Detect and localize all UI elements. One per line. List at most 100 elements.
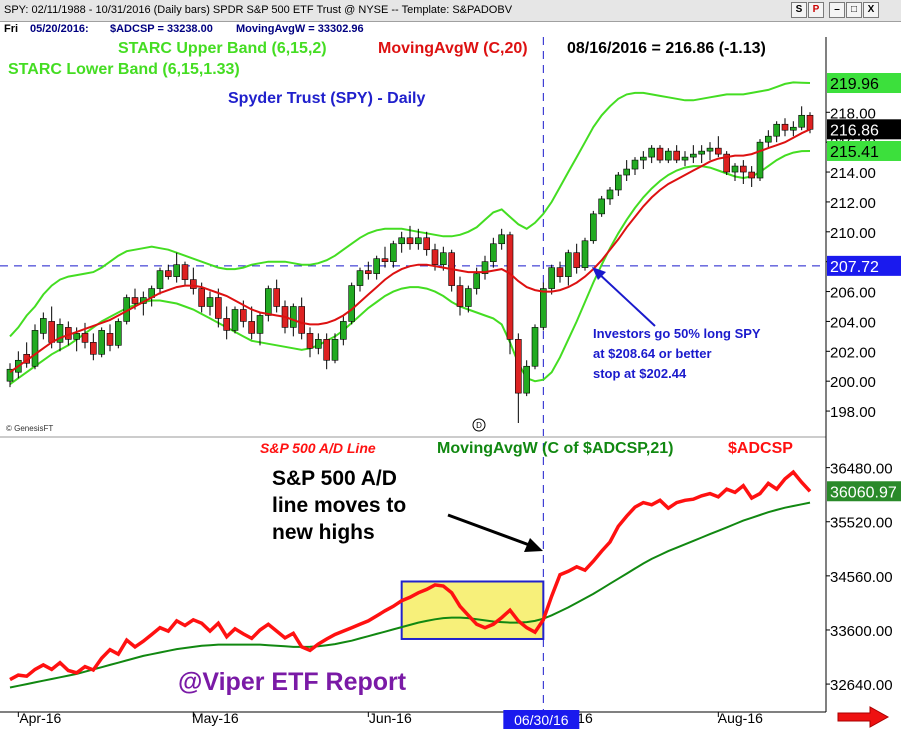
- ad-annotation-arrow-icon: [524, 538, 543, 552]
- candle-body: [48, 321, 55, 343]
- annotation-arrow-shaft: [596, 271, 656, 327]
- close-price-badge: 216.86: [830, 122, 879, 139]
- info-date: 05/20/2016:: [30, 23, 89, 35]
- candle-body: [723, 153, 730, 173]
- candle-body: [306, 333, 314, 349]
- price-y-tick-label: 200.00: [830, 374, 876, 391]
- candle-body: [406, 237, 414, 245]
- candle-body: [456, 285, 464, 307]
- candle-body: [731, 165, 739, 173]
- ad-y-tick-label: 34560.00: [830, 569, 893, 586]
- candle-body: [81, 333, 89, 343]
- candle-body: [206, 297, 214, 307]
- price-y-tick-label: 212.00: [830, 195, 876, 212]
- moving-avg-line: [9, 128, 811, 374]
- candle-body: [681, 156, 689, 161]
- ad-title-right: $ADCSP: [728, 440, 793, 457]
- candle-body: [215, 297, 222, 319]
- ad-y-tick-label: 35520.00: [830, 515, 893, 532]
- candle-body: [265, 288, 272, 316]
- close-price-badge-background: [827, 119, 901, 140]
- candle-body: [573, 252, 580, 268]
- candle-body: [115, 321, 122, 346]
- x-tick-label: May-16: [192, 710, 239, 726]
- price-y-tick-label: 198.00: [830, 404, 876, 421]
- candle-body: [340, 321, 347, 340]
- annotation-arrow-icon: [592, 267, 606, 280]
- lower-band-badge-background: [827, 140, 901, 161]
- hline-badge-background: [827, 255, 901, 276]
- legend-starc-lower: STARC Lower Band (6,15,1.33): [8, 61, 240, 78]
- annotation-line-2: at $208.64 or better: [593, 346, 712, 361]
- window-title: SPY: 02/11/1988 - 10/31/2016 (Daily bars…: [4, 4, 513, 16]
- candle-body: [806, 114, 814, 130]
- candle-body: [498, 234, 505, 245]
- ad-annotation-line-1: S&P 500 A/D: [272, 467, 397, 490]
- x-tick-label: Apr-16: [19, 710, 61, 726]
- price-y-tick-label: 218.00: [830, 105, 876, 122]
- price-y-tick-label: 204.00: [830, 314, 876, 331]
- info-bar: Fri 05/20/2016: $ADCSP = 33238.00 Moving…: [0, 22, 826, 36]
- candle-body: [331, 339, 339, 361]
- candle-body: [198, 288, 205, 307]
- info-mavg: MovingAvgW = 33302.96: [236, 23, 364, 35]
- candle-body: [190, 279, 197, 289]
- candle-body: [381, 258, 389, 262]
- candle-body: [506, 234, 514, 340]
- panel-divider: [0, 436, 826, 438]
- s-button[interactable]: S: [791, 2, 807, 18]
- ad-y-tick-label: 33600.00: [830, 623, 893, 640]
- candle-body: [173, 264, 180, 277]
- candle-body: [773, 123, 780, 137]
- candle-body: [715, 147, 722, 155]
- legend-starc-upper: STARC Upper Band (6,15,2): [118, 40, 327, 57]
- candle-body: [415, 237, 422, 245]
- candle-body: [315, 339, 322, 349]
- ad-annotation-arrow-shaft: [447, 513, 533, 548]
- candle-body: [240, 309, 247, 322]
- candle-body: [615, 174, 622, 191]
- hline-badge: 207.72: [830, 259, 879, 276]
- dividend-marker-icon: [472, 418, 486, 432]
- price-y-tick-label: 210.00: [830, 225, 876, 242]
- candle-body: [698, 150, 705, 155]
- ad-annotation-line-3: new highs: [272, 521, 375, 544]
- x-tick-label: Jun-16: [369, 710, 412, 726]
- candle-body: [756, 141, 764, 179]
- candle-body: [523, 365, 530, 394]
- scroll-right-arrow-icon[interactable]: [832, 704, 892, 730]
- candle-body: [40, 318, 47, 334]
- candle-body: [90, 342, 97, 355]
- candle-body: [156, 270, 164, 289]
- annotation-line-1: Investors go 50% long SPY: [593, 326, 761, 341]
- ad-y-tick-label: 36480.00: [830, 461, 893, 478]
- upper-band-badge: 219.96: [830, 76, 879, 93]
- candle-body: [323, 339, 330, 361]
- candle-body: [248, 321, 255, 334]
- candle-body: [56, 324, 64, 343]
- candle-body: [165, 270, 172, 277]
- candle-body: [31, 330, 39, 367]
- candle-body: [781, 123, 789, 131]
- candle-body: [581, 240, 589, 268]
- candle-body: [6, 368, 14, 382]
- candle-body: [290, 306, 297, 328]
- minimize-button[interactable]: –: [829, 2, 845, 18]
- candle-body: [106, 333, 114, 346]
- candle-body: [748, 171, 755, 179]
- info-day: Fri: [4, 23, 19, 35]
- cursor-date-label: 06/30/16: [514, 712, 569, 728]
- maximize-button[interactable]: □: [846, 2, 862, 18]
- candle-body: [181, 264, 189, 280]
- candle-body: [690, 153, 697, 158]
- close-button[interactable]: X: [863, 2, 879, 18]
- candle-body: [606, 189, 614, 200]
- candle-body: [656, 147, 664, 161]
- candle-body: [631, 159, 639, 170]
- p-button[interactable]: P: [808, 2, 824, 18]
- ad-title-left: S&P 500 A/D Line: [260, 440, 376, 456]
- ad-value-badge-background: [827, 481, 901, 502]
- candle-body: [431, 249, 439, 265]
